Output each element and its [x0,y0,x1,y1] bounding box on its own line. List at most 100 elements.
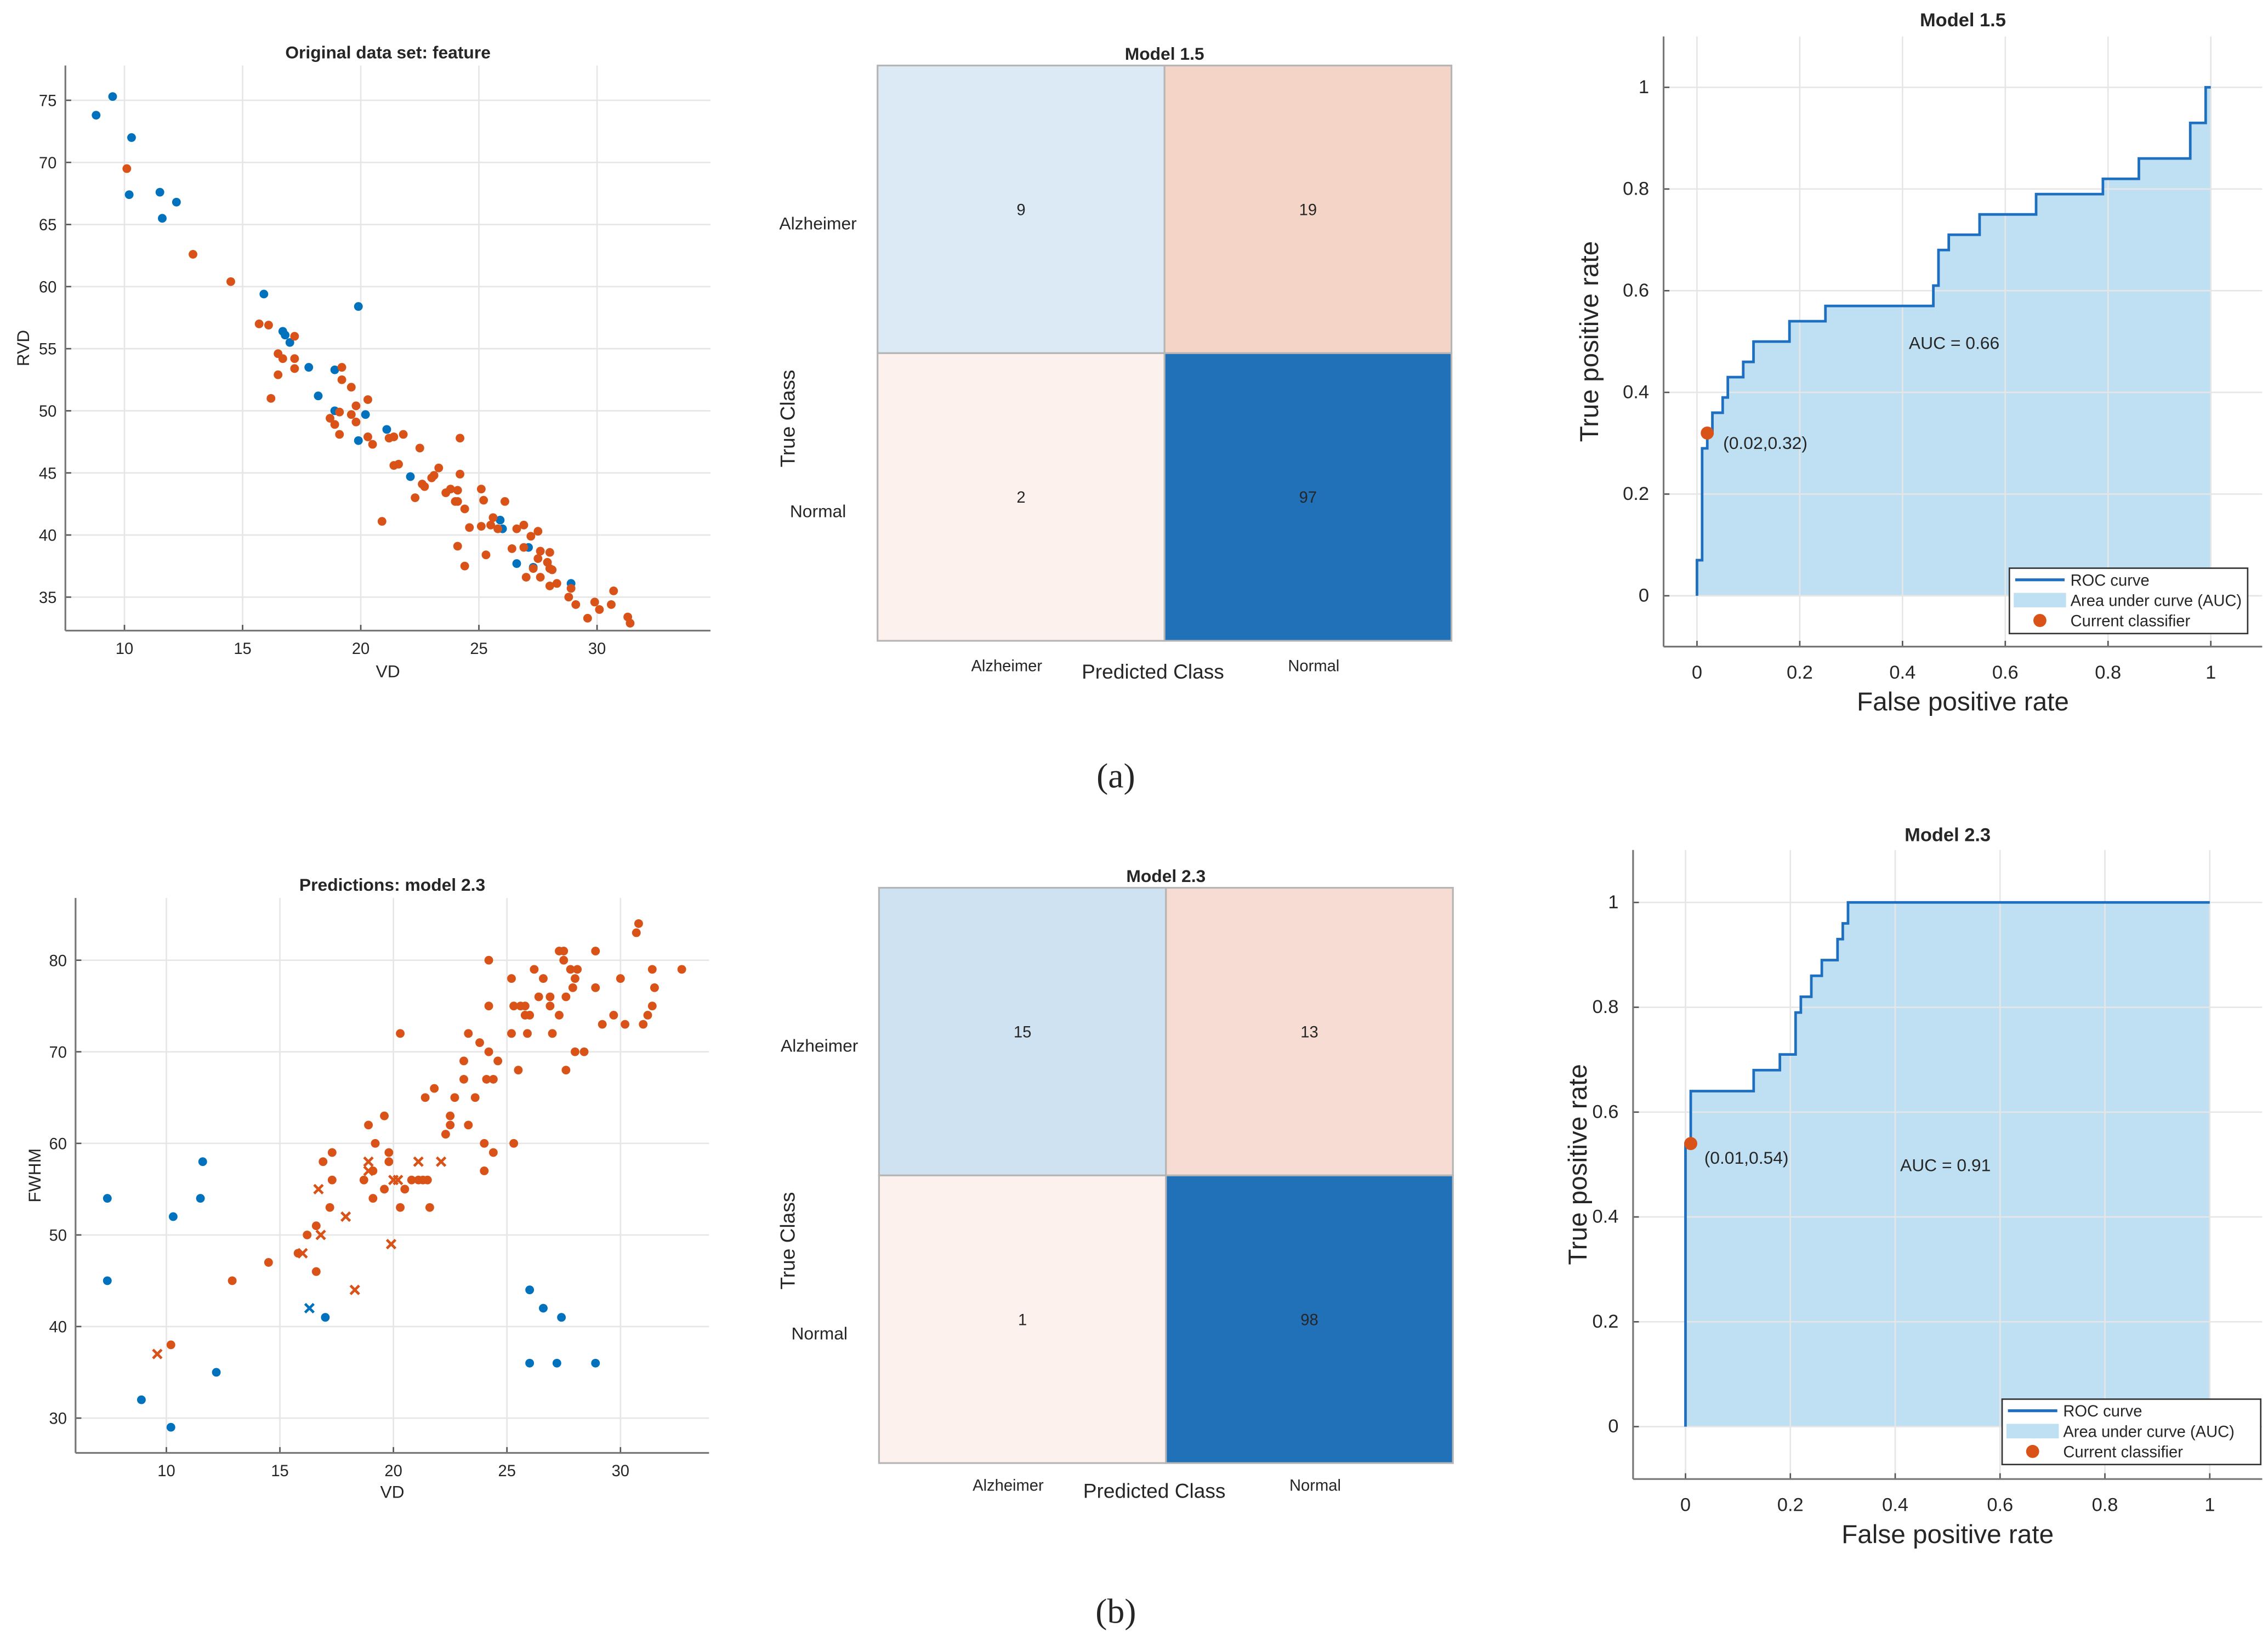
scatter2-chart: 10 15 20 25 30 30 40 50 60 70 80 Predictions: model… [25,875,709,1502]
data-point [274,370,283,379]
y-tick-label: 70 [49,1044,66,1061]
y-tick-label: 30 [49,1410,66,1428]
data-point [460,504,469,514]
data-point [509,1001,519,1011]
x-tick-label: 0.6 [1992,662,2019,683]
data-point [545,581,554,590]
data-point [314,391,323,401]
data-point [293,1249,303,1258]
column-class-label: Normal [1289,1477,1341,1494]
data-point [591,983,600,992]
x-axis-label: False positive rate [1857,687,2069,716]
legend: ROC curve Area under curve (AUC) Current c… [2001,1398,2262,1466]
data-point [351,401,361,411]
data-point [384,1148,394,1157]
x-axis-label: Predicted Class [1082,660,1224,683]
data-point [127,133,136,142]
data-point [363,395,372,404]
data-point [479,496,488,505]
data-point [647,965,657,974]
data-point [124,190,134,200]
data-point [264,1258,273,1267]
x-tick-label: 10 [157,1462,175,1480]
data-point [520,1001,530,1011]
legend-dot-icon [2033,613,2047,627]
x-tick-label: 0.8 [2095,662,2121,683]
data-point [420,482,429,491]
data-point [545,548,554,557]
data-point [609,1010,618,1020]
y-axis-label: True Class [776,1192,799,1290]
data-point [488,1074,498,1084]
data-point [568,983,577,992]
data-point [480,1166,489,1175]
data-point [380,1185,389,1194]
data-point [539,1304,548,1313]
data-point [533,554,543,564]
data-point [212,1368,221,1377]
data-point [579,1047,589,1056]
legend-entry: Current classifier [2071,613,2191,630]
row-class-label: Normal [791,1323,847,1343]
data-point [525,1285,535,1295]
data-point [166,1340,175,1350]
data-point [400,1185,410,1194]
matrix-cell [877,64,1166,354]
x-tick-label: 30 [612,1462,629,1480]
x-tick-label: 10 [116,640,133,658]
matrix-cell [1165,1174,1454,1464]
data-point [509,1139,519,1148]
data-point [647,1001,657,1011]
data-point [330,365,339,374]
legend-entry: Area under curve (AUC) [2063,1423,2235,1441]
data-point [361,410,370,419]
data-point [122,164,132,173]
data-point [634,919,643,928]
data-point [377,517,386,526]
data-point [319,1157,328,1166]
data-point [486,520,496,530]
data-point [573,965,582,974]
data-point [335,430,344,439]
data-point [512,559,521,568]
data-point [368,1166,378,1175]
data-point [571,974,579,983]
data-point [371,1139,380,1148]
data-point [446,1111,455,1120]
cell-value: 9 [1016,202,1025,219]
data-point [226,277,235,286]
data-point [465,523,474,532]
data-point [548,1029,557,1038]
y-axis-label: FWHM [25,1148,44,1203]
y-tick-label: 70 [39,155,56,172]
data-point [507,544,516,553]
data-point [514,1066,523,1075]
data-point [363,432,372,441]
data-point [446,485,455,494]
data-point [571,1047,579,1056]
data-point-x [152,1348,163,1359]
data-point [484,1047,493,1056]
x-tick-label: 1 [2204,1495,2215,1516]
data-point [475,1038,484,1048]
scatter1-chart: 10 15 20 25 30 35 40 45 50 55 60 65 70 75 Original dat… [13,42,710,681]
data-point [591,947,600,955]
x-tick-label: 0.2 [1787,662,1813,683]
data-point [557,1313,566,1322]
y-tick-label: 0.8 [1592,997,1618,1017]
data-point [453,486,462,495]
data-point [337,375,346,384]
data-point [639,1020,648,1029]
x-axis-label: Predicted Class [1083,1479,1226,1503]
x-tick-label: 15 [271,1462,288,1480]
y-axis-label: True positive rate [1575,241,1604,442]
column-class-label: Alzheimer [973,1477,1044,1494]
data-point [555,1010,564,1020]
data-point [335,407,344,417]
legend-entry: Current classifier [2063,1443,2183,1461]
chart-title: Predictions: model 2.3 [299,875,485,895]
data-point [481,550,491,560]
x-tick-label: 0 [1692,662,1702,683]
data-point [351,417,361,426]
data-point [399,430,408,439]
